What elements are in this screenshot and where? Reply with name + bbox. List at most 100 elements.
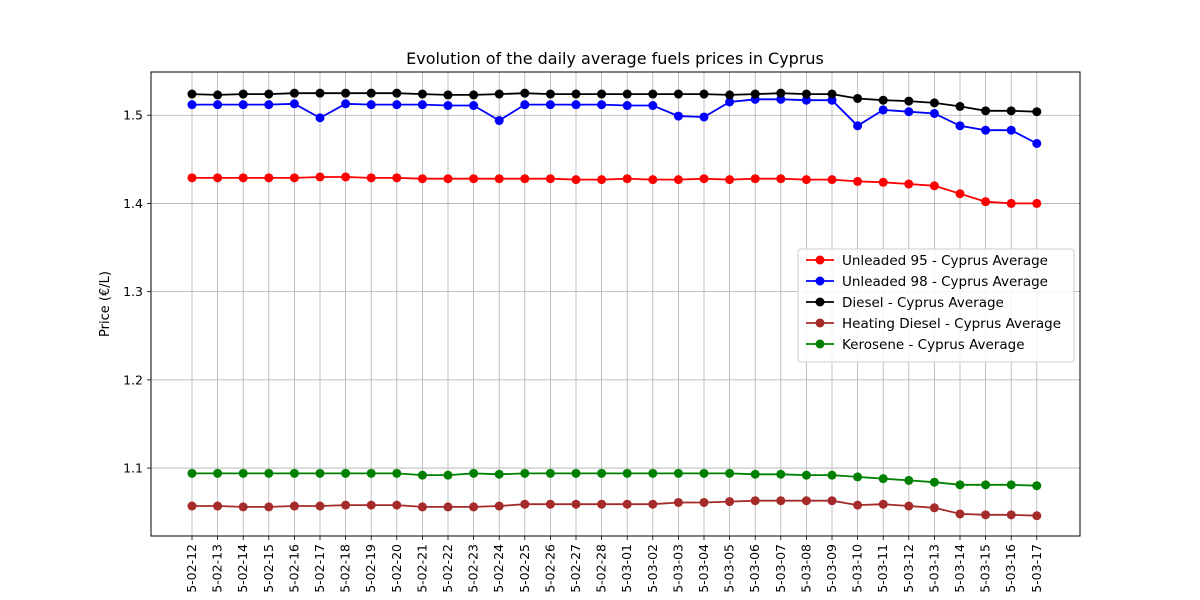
legend-item: Diesel - Cyprus Average bbox=[806, 295, 1004, 311]
x-tick-label: 5-03-02 bbox=[645, 544, 660, 593]
y-axis-label: Price (€/L) bbox=[98, 271, 113, 337]
data-point bbox=[929, 181, 939, 191]
data-point bbox=[545, 100, 555, 110]
series-line bbox=[192, 499, 1037, 517]
data-point bbox=[776, 469, 786, 479]
data-point bbox=[699, 174, 709, 184]
data-point bbox=[417, 174, 427, 184]
data-point bbox=[648, 468, 658, 478]
data-point bbox=[955, 480, 965, 490]
data-point bbox=[673, 111, 683, 121]
data-point bbox=[392, 500, 402, 510]
legend-item: Heating Diesel - Cyprus Average bbox=[806, 316, 1061, 332]
y-tick-label: 1.3 bbox=[123, 284, 143, 299]
series-4 bbox=[187, 468, 1042, 491]
data-point bbox=[417, 470, 427, 480]
data-point bbox=[520, 468, 530, 478]
data-point bbox=[315, 172, 325, 182]
data-point bbox=[904, 96, 914, 106]
data-point bbox=[981, 510, 991, 520]
data-point bbox=[238, 173, 248, 183]
data-point bbox=[776, 496, 786, 506]
data-point bbox=[801, 95, 811, 105]
data-point bbox=[366, 173, 376, 183]
x-tick-label: 5-03-13 bbox=[926, 544, 941, 593]
x-tick-label: 5-03-01 bbox=[619, 544, 634, 593]
series-line bbox=[192, 176, 1037, 205]
plot-area bbox=[150, 71, 1081, 537]
data-point bbox=[392, 100, 402, 110]
data-point bbox=[827, 89, 837, 99]
x-tick-label: 5-02-22 bbox=[440, 544, 455, 593]
legend-item: Unleaded 95 - Cyprus Average bbox=[806, 253, 1048, 269]
data-point bbox=[571, 89, 581, 99]
legend-marker bbox=[815, 255, 825, 265]
data-point bbox=[366, 500, 376, 510]
data-point bbox=[213, 501, 223, 511]
data-point bbox=[187, 468, 197, 478]
data-point bbox=[469, 101, 479, 111]
data-point bbox=[827, 470, 837, 480]
data-point bbox=[853, 472, 863, 482]
legend-marker bbox=[815, 339, 825, 349]
data-point bbox=[545, 174, 555, 184]
data-point bbox=[853, 121, 863, 131]
data-point bbox=[520, 499, 530, 509]
x-tick-label: 5-03-05 bbox=[722, 544, 737, 593]
x-tick-label: 5-02-13 bbox=[210, 544, 225, 593]
x-tick-label: 5-02-27 bbox=[568, 544, 583, 593]
data-point bbox=[1006, 125, 1016, 135]
x-tick-label: 5-02-28 bbox=[594, 544, 609, 593]
data-point bbox=[597, 468, 607, 478]
y-tick-label: 1.1 bbox=[123, 461, 143, 476]
data-point bbox=[776, 88, 786, 98]
data-point bbox=[853, 500, 863, 510]
data-point bbox=[597, 175, 607, 185]
series-2 bbox=[187, 88, 1042, 117]
data-point bbox=[955, 509, 965, 519]
data-point bbox=[1032, 138, 1042, 148]
data-point bbox=[571, 175, 581, 185]
data-point bbox=[648, 175, 658, 185]
legend-marker bbox=[815, 297, 825, 307]
data-point bbox=[545, 468, 555, 478]
data-point bbox=[417, 502, 427, 512]
data-point bbox=[187, 89, 197, 99]
data-point bbox=[776, 174, 786, 184]
data-point bbox=[469, 174, 479, 184]
data-point bbox=[827, 496, 837, 506]
data-point bbox=[289, 99, 299, 109]
data-point bbox=[443, 502, 453, 512]
data-point bbox=[673, 468, 683, 478]
series-0 bbox=[187, 172, 1042, 208]
x-tick-label: 5-03-06 bbox=[747, 544, 762, 593]
data-point bbox=[1006, 510, 1016, 520]
data-point bbox=[238, 468, 248, 478]
x-tick-label: 5-02-19 bbox=[363, 544, 378, 593]
data-point bbox=[750, 89, 760, 99]
data-point bbox=[597, 100, 607, 110]
data-point bbox=[699, 112, 709, 122]
data-point bbox=[878, 177, 888, 187]
y-tick-label: 1.2 bbox=[123, 372, 143, 387]
series-line bbox=[191, 92, 1037, 113]
data-point bbox=[417, 100, 427, 110]
data-point bbox=[264, 89, 274, 99]
data-point bbox=[776, 94, 786, 104]
x-tick-label: 5-03-08 bbox=[798, 544, 813, 593]
data-point bbox=[622, 89, 632, 99]
data-point bbox=[981, 106, 991, 116]
data-point bbox=[443, 174, 453, 184]
data-point bbox=[981, 125, 991, 135]
data-point bbox=[520, 100, 530, 110]
data-point bbox=[801, 470, 811, 480]
legend-label: Diesel - Cyprus Average bbox=[842, 295, 1004, 311]
data-point bbox=[545, 89, 555, 99]
series-group bbox=[187, 88, 1042, 521]
x-tick-label: 5-02-23 bbox=[466, 544, 481, 593]
x-tick-label: 5-03-03 bbox=[670, 544, 685, 593]
data-point bbox=[1032, 107, 1042, 117]
data-point bbox=[725, 175, 735, 185]
data-point bbox=[289, 468, 299, 478]
